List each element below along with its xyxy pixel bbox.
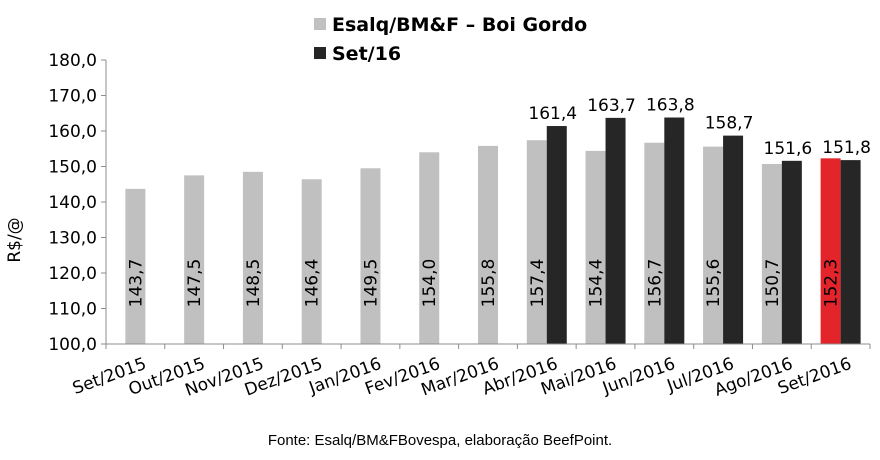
y-tick-label: 100,0 bbox=[48, 335, 97, 355]
source-note: Fonte: Esalq/BM&FBovespa, elaboração Bee… bbox=[267, 432, 613, 449]
bar-esalq bbox=[820, 158, 841, 344]
legend-swatch-esalq bbox=[314, 18, 326, 30]
data-label-esalq: 157,4 bbox=[528, 259, 548, 308]
bar-esalq bbox=[585, 150, 606, 344]
data-label-esalq: 146,4 bbox=[303, 259, 323, 308]
bar-esalq bbox=[301, 179, 322, 344]
data-label-esalq: 154,0 bbox=[420, 259, 440, 308]
data-label-esalq: 156,7 bbox=[645, 259, 665, 308]
x-axis: Set/2015Out/2015Nov/2015Dez/2015Jan/2016… bbox=[70, 343, 871, 401]
y-tick-label: 180,0 bbox=[48, 51, 97, 71]
data-label-esalq: 147,5 bbox=[185, 259, 205, 308]
bar-esalq bbox=[526, 140, 547, 344]
bar-esalq bbox=[478, 145, 498, 344]
y-tick-label: 170,0 bbox=[48, 87, 97, 107]
data-label-set16: 161,4 bbox=[528, 104, 577, 124]
bar-set16 bbox=[664, 117, 685, 344]
legend: Esalq/BM&F – Boi Gordo Set/16 bbox=[314, 14, 587, 65]
y-axis-label: R$/@ bbox=[5, 217, 25, 262]
data-labels: 143,7 147,5 148,5 146,4 149,5 154,0 155,8 157,4… bbox=[126, 96, 871, 308]
y-tick-label: 140,0 bbox=[48, 193, 97, 213]
data-label-esalq: 150,7 bbox=[763, 259, 783, 308]
y-tick-label: 110,0 bbox=[48, 300, 97, 320]
data-label-esalq: 154,4 bbox=[587, 259, 607, 308]
data-label-esalq: 149,5 bbox=[361, 259, 381, 308]
y-axis: 100,0 110,0 120,0 130,0 140,0 150,0 160,0 170,0… bbox=[48, 51, 107, 355]
data-label-set16: 163,8 bbox=[646, 96, 695, 116]
y-tick-label: 130,0 bbox=[48, 229, 97, 249]
data-label-set16: 163,7 bbox=[587, 96, 636, 116]
y-tick-label: 120,0 bbox=[48, 264, 97, 284]
bar-esalq bbox=[184, 175, 205, 344]
bar-esalq bbox=[419, 152, 440, 344]
bar-esalq bbox=[761, 164, 782, 344]
bar-set16 bbox=[723, 135, 744, 344]
data-label-set16: 158,7 bbox=[705, 114, 754, 134]
bar-set16 bbox=[781, 160, 802, 344]
data-label-esalq: 155,8 bbox=[479, 259, 499, 308]
bar-esalq bbox=[360, 168, 381, 344]
bar-set16 bbox=[546, 126, 567, 344]
bars bbox=[125, 117, 861, 345]
legend-label-set16: Set/16 bbox=[332, 43, 401, 65]
y-tick-label: 150,0 bbox=[48, 158, 97, 178]
data-label-esalq: 155,6 bbox=[704, 259, 724, 308]
bar-set16 bbox=[840, 160, 861, 344]
bar-set16 bbox=[605, 117, 626, 345]
data-label-set16: 151,6 bbox=[764, 139, 813, 159]
data-label-esalq: 143,7 bbox=[126, 259, 146, 308]
data-label-esalq: 148,5 bbox=[244, 259, 264, 308]
data-label-esalq: 152,3 bbox=[822, 259, 842, 308]
bar-esalq bbox=[242, 171, 263, 344]
legend-label-esalq: Esalq/BM&F – Boi Gordo bbox=[332, 14, 587, 36]
bar-esalq bbox=[644, 142, 665, 344]
legend-swatch-set16 bbox=[314, 47, 326, 59]
y-tick-label: 160,0 bbox=[48, 122, 97, 142]
bar-esalq bbox=[703, 146, 724, 344]
data-label-set16: 151,8 bbox=[822, 138, 871, 158]
bar-esalq bbox=[125, 188, 146, 344]
